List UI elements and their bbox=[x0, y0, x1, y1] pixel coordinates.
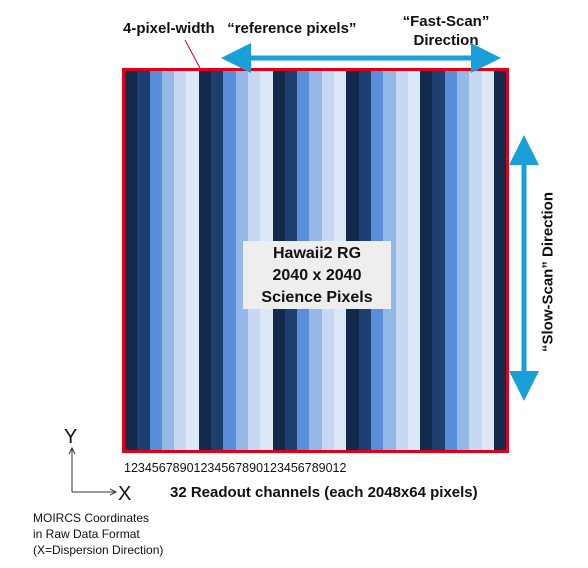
readout-stripe bbox=[211, 71, 224, 450]
readout-stripe bbox=[186, 71, 199, 450]
axis-x-label: X bbox=[118, 483, 132, 505]
coord-note-line2: in Raw Data Format bbox=[33, 527, 140, 541]
readout-stripe bbox=[407, 71, 421, 450]
science-pixels-box: Hawaii2 RG 2040 x 2040 Science Pixels bbox=[243, 241, 391, 309]
coordinate-note: MOIRCS Coordinates in Raw Data Format (X… bbox=[33, 510, 163, 558]
readout-stripe bbox=[444, 71, 458, 450]
readout-stripe bbox=[174, 71, 187, 450]
fast-scan-line1: “Fast-Scan” bbox=[402, 13, 490, 30]
readout-stripe bbox=[395, 71, 408, 450]
readout-stripes bbox=[125, 71, 506, 450]
coord-note-line3: (X=Dispersion Direction) bbox=[33, 543, 164, 557]
science-line1: Hawaii2 RG bbox=[272, 245, 362, 262]
reference-pixels-label: 4-pixel-width “reference pixels” bbox=[123, 20, 356, 37]
channel-numbers: 12345678901234567890123456789012 bbox=[124, 461, 347, 475]
readout-stripe bbox=[125, 71, 138, 450]
readout-stripe bbox=[457, 71, 470, 450]
readout-stripe bbox=[469, 71, 482, 450]
coord-note-line1: MOIRCS Coordinates bbox=[33, 511, 150, 525]
readout-stripe bbox=[149, 71, 162, 450]
readout-stripe bbox=[223, 71, 236, 450]
axis-y-label: Y bbox=[64, 426, 78, 448]
reference-pixels-text: “reference pixels” bbox=[227, 20, 357, 37]
readout-stripe bbox=[493, 71, 506, 450]
readout-stripe bbox=[198, 71, 212, 450]
reference-width-text: 4-pixel-width bbox=[123, 20, 215, 37]
readout-stripe bbox=[235, 71, 248, 450]
reference-pointer-line bbox=[184, 39, 202, 71]
science-line3: Science Pixels bbox=[261, 289, 373, 306]
readout-stripe bbox=[161, 71, 175, 450]
science-line2: 2040 x 2040 bbox=[272, 267, 362, 284]
readout-stripe bbox=[420, 71, 433, 450]
readout-stripe bbox=[481, 71, 494, 450]
readout-stripe bbox=[137, 71, 150, 450]
readout-channels-label: 32 Readout channels (each 2048x64 pixels… bbox=[170, 484, 478, 501]
readout-stripe bbox=[432, 71, 445, 450]
detector-array: Hawaii2 RG 2040 x 2040 Science Pixels bbox=[122, 68, 509, 453]
